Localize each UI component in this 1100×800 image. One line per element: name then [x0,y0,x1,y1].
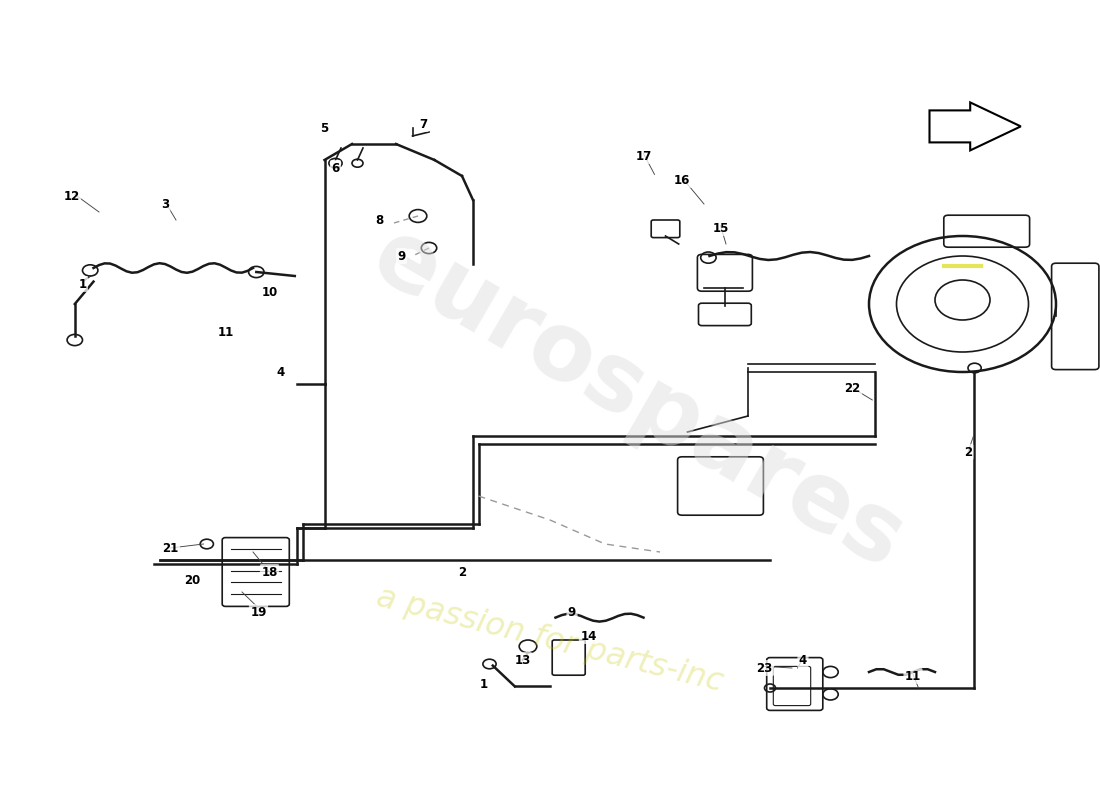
Text: 5: 5 [320,122,329,134]
Text: 21: 21 [163,542,178,554]
Text: 4: 4 [276,366,285,378]
Text: 11: 11 [218,326,233,338]
Text: 22: 22 [845,382,860,394]
Text: 9: 9 [397,250,406,262]
Text: 18: 18 [262,566,277,578]
Text: 3: 3 [161,198,169,210]
Text: 16: 16 [674,174,690,186]
Text: 4: 4 [799,654,807,666]
Text: 2: 2 [964,446,972,458]
Text: 1: 1 [78,278,87,290]
Text: 14: 14 [581,630,596,642]
Text: 13: 13 [515,654,530,666]
Text: 23: 23 [757,662,772,674]
Text: 19: 19 [251,606,266,618]
Text: eurospares: eurospares [356,211,920,589]
Text: 9: 9 [568,606,576,618]
Text: 6: 6 [331,162,340,174]
Text: 2: 2 [458,566,466,578]
Text: 12: 12 [64,190,79,202]
Text: 7: 7 [419,118,428,130]
Text: 20: 20 [185,574,200,586]
Text: 15: 15 [713,222,728,234]
Text: 1: 1 [480,678,488,690]
Text: 8: 8 [375,214,384,226]
Text: 17: 17 [636,150,651,162]
Text: 11: 11 [905,670,921,682]
Text: 10: 10 [262,286,277,298]
Text: a passion for parts-inc: a passion for parts-inc [373,582,727,698]
